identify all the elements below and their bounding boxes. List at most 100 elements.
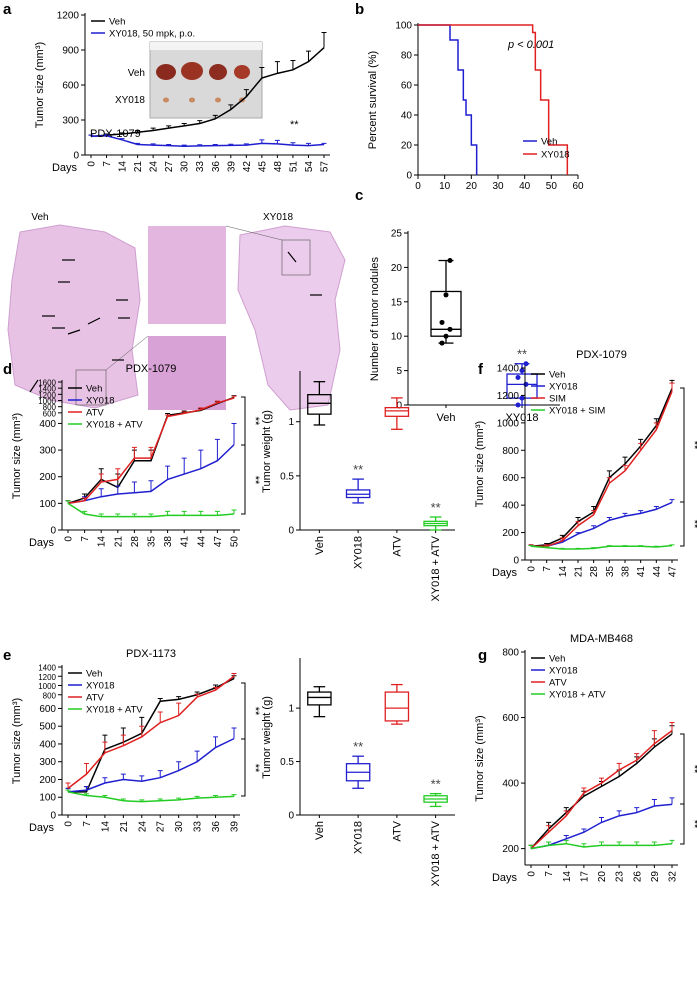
- x-tick-label: 27: [164, 161, 175, 173]
- x-tick-label: 39: [226, 161, 237, 173]
- error-bar: [104, 134, 110, 136]
- error-bar: [581, 787, 587, 793]
- bracket: [241, 444, 246, 515]
- error-bar: [120, 734, 126, 746]
- y-tick-label: 0: [50, 811, 56, 822]
- error-bar: [559, 547, 565, 550]
- error-bar: [82, 497, 88, 501]
- error-bar: [139, 775, 145, 782]
- y-axis-label: Tumor size (mm³): [474, 715, 486, 801]
- error-bar: [165, 465, 171, 480]
- error-bar: [213, 686, 219, 691]
- x-tick-label: 38: [163, 536, 174, 548]
- legend-label: Veh: [549, 370, 565, 381]
- error-bar: [165, 414, 171, 417]
- x-tick-label: 48: [273, 161, 284, 173]
- y-axis-label: Tumor size (mm³): [11, 698, 23, 784]
- error-bar: [131, 513, 137, 517]
- series-line: [531, 501, 673, 548]
- error-bar: [212, 144, 218, 146]
- y-tick-label: 1200: [497, 391, 520, 402]
- y-tick-label: 200: [39, 472, 56, 483]
- panel-letter: b: [355, 1, 364, 18]
- y-tick-label: 100: [395, 21, 412, 32]
- bracket: [241, 682, 246, 740]
- error-bar: [634, 841, 640, 846]
- x-tick-label: 7: [82, 821, 93, 827]
- x-tick-label: 40: [519, 181, 531, 192]
- y-axis-label: Tumor size (mm³): [11, 413, 23, 499]
- x-tick-label: 7: [544, 871, 555, 877]
- x-tick-label: 32: [668, 871, 679, 883]
- x-tick-label: 35: [605, 566, 616, 578]
- error-bar: [197, 120, 203, 124]
- error-bar: [148, 513, 154, 517]
- y-tick-label: 800: [502, 648, 519, 659]
- legend-label: XY018: [86, 396, 115, 407]
- error-bar: [198, 510, 204, 516]
- y-tick-label: 200: [502, 528, 519, 539]
- y-tick-label: 300: [62, 116, 79, 127]
- error-bar: [259, 139, 265, 144]
- error-bar: [616, 810, 622, 816]
- error-bar: [651, 730, 657, 744]
- legend-label: XY018 + ATV: [86, 705, 143, 716]
- error-bar: [305, 142, 311, 146]
- error-bar: [120, 773, 126, 780]
- x-tick-label: 26: [632, 871, 643, 883]
- x-tick-label: 42: [242, 161, 253, 173]
- error-bar: [581, 828, 587, 833]
- legend-label: Veh: [86, 384, 102, 395]
- error-bar: [305, 50, 311, 62]
- y-tick-label: 1000: [38, 682, 56, 691]
- y-axis-label: Tumor size (mm³): [474, 421, 486, 507]
- bracket: [680, 733, 685, 805]
- annotation: **: [688, 765, 697, 774]
- annotation: **: [353, 462, 363, 477]
- annotation: **: [688, 520, 697, 529]
- error-bar: [115, 468, 121, 480]
- y-tick-label: 600: [39, 704, 56, 715]
- x-tick-label: XY018 + ATV: [430, 820, 442, 886]
- x-tick-label: 44: [652, 566, 663, 578]
- x-tick-label: 23: [615, 871, 626, 883]
- y-tick-label: 400: [39, 739, 56, 750]
- x-tick-label: 50: [230, 536, 241, 548]
- legend-label: XY018: [549, 382, 578, 393]
- error-bar: [181, 411, 187, 414]
- error-bar: [546, 825, 552, 833]
- error-bar: [669, 797, 675, 805]
- x-tick-label: 47: [668, 566, 679, 578]
- error-bar: [544, 544, 550, 547]
- y-tick-label: 1400: [497, 364, 520, 375]
- histology: [7, 224, 346, 411]
- x-tick-label: 0: [415, 181, 421, 192]
- error-bar: [83, 793, 89, 796]
- error-bar: [102, 777, 108, 784]
- error-bar: [157, 770, 163, 778]
- annotation: **: [249, 764, 261, 773]
- y-tick-label: 600: [43, 409, 57, 418]
- error-bar: [166, 144, 172, 146]
- error-bar: [634, 753, 640, 761]
- bracket: [680, 803, 685, 845]
- y-tick-label: 900: [62, 46, 79, 57]
- x-tick-label: ATV: [391, 820, 403, 841]
- x-tick-label: 36: [211, 161, 222, 173]
- y-tick-label: 100: [39, 499, 56, 510]
- error-bar: [198, 449, 204, 469]
- inset-label: XY018: [115, 95, 145, 106]
- error-bar: [622, 512, 628, 517]
- error-bar: [194, 750, 200, 762]
- x-tick-label: ATV: [391, 535, 403, 556]
- chart-title: PDX-1173: [126, 648, 176, 660]
- point: [515, 374, 521, 380]
- y-tick-label: 1600: [38, 379, 56, 388]
- x-tick-label: 36: [211, 821, 222, 833]
- x-tick-label: Veh: [314, 536, 326, 555]
- annotation: **: [688, 820, 697, 829]
- y-tick-label: 800: [43, 691, 57, 700]
- legend-label: XY018: [541, 150, 570, 161]
- legend-label: ATV: [86, 408, 104, 419]
